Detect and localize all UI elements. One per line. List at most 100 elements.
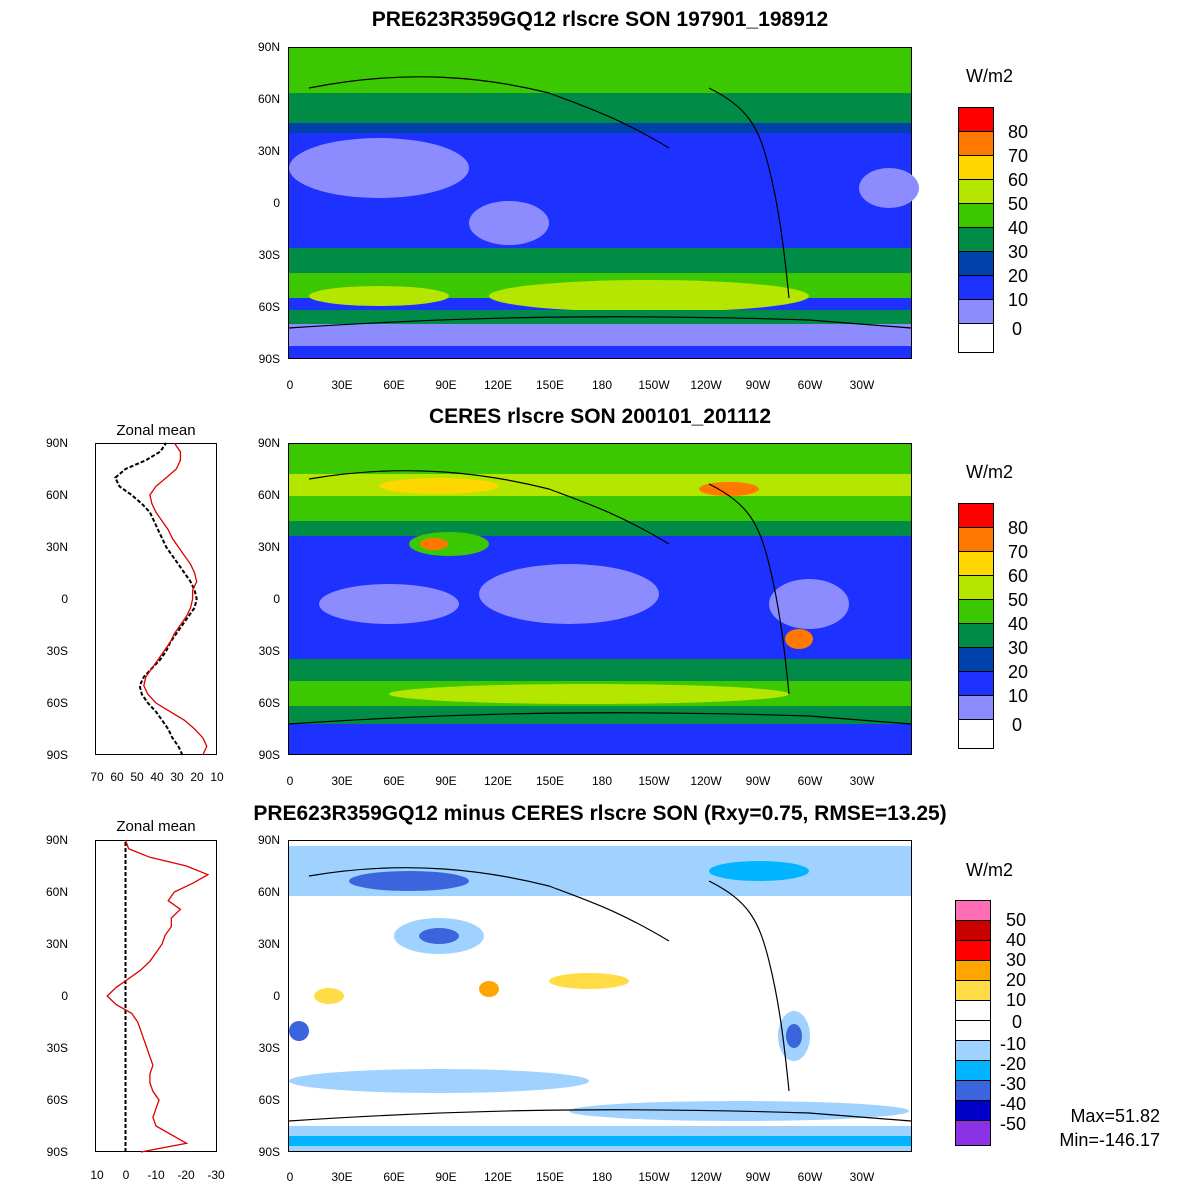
p2-lat-90S: 90S (258, 748, 280, 762)
zonal-mean-2-plot (95, 839, 217, 1153)
p3-legend-label: -50 (1000, 1114, 1027, 1134)
p1-lon-60W: 60W (797, 378, 823, 392)
p2-legend-swatch (958, 719, 994, 749)
p3-lon-180: 180 (591, 1170, 613, 1184)
p2-lon-60E: 60E (383, 774, 405, 788)
p1-unit: W/m2 (966, 66, 1013, 86)
p2-legend-label: 40 (1008, 614, 1029, 634)
p1-lon-120E: 120E (483, 378, 513, 392)
p1-legend-label: 10 (1008, 290, 1029, 310)
zonal-mean-1-title: Zonal mean (116, 422, 196, 439)
p3-lon-90E: 90E (435, 1170, 457, 1184)
p3-legend-swatch (955, 1100, 991, 1121)
p2-lon-150E: 150E (535, 774, 565, 788)
p1-legend-swatch (958, 275, 994, 300)
p2-lat-30N: 30N (257, 540, 280, 554)
p3-lon-30W: 30W (849, 1170, 875, 1184)
p1-lon-90W: 90W (745, 378, 771, 392)
panel-2-map-field (288, 444, 912, 754)
p3-legend-label: 40 (1006, 930, 1027, 950)
p3-legend-label: 0 (1012, 1012, 1023, 1032)
p1-lon-120W: 120W (690, 378, 722, 392)
p2-legend-label: 60 (1008, 566, 1029, 586)
p2-legend-swatch (958, 527, 994, 552)
p2-legend-label: 70 (1008, 542, 1029, 562)
panel-2-title: CERES rlscre SON 200101_201112 (428, 405, 772, 428)
zm1-lat-0: 0 (61, 592, 68, 606)
p3-lon-30E: 30E (331, 1170, 353, 1184)
p2-legend-swatch (958, 503, 994, 528)
zm2-lat-60N: 60N (45, 885, 68, 899)
panel-3-title: PRE623R359GQ12 minus CERES rlscre SON (R… (253, 802, 947, 825)
zm1-x-30: 30 (170, 770, 184, 784)
p1-legend-label: 20 (1008, 266, 1029, 286)
p3-legend-label: 50 (1006, 910, 1027, 930)
zm1-x-10: 10 (210, 770, 224, 784)
p2-lat-60S: 60S (258, 696, 280, 710)
zm1-x-20: 20 (190, 770, 204, 784)
panel-1-title: PRE623R359GQ12 rlscre SON 197901_198912 (371, 8, 829, 31)
p3-lat-60S: 60S (258, 1093, 280, 1107)
zm1-lat-60N: 60N (45, 488, 68, 502)
panel-3-map-field (288, 841, 912, 1151)
p3-lat-30S: 30S (258, 1041, 280, 1055)
p3-legend-swatch (955, 1040, 991, 1061)
p2-legend-swatch (958, 671, 994, 696)
zonal-mean-2-series-1-line (106, 839, 210, 1153)
p1-lon-180: 180 (591, 378, 613, 392)
zm1-x-50: 50 (130, 770, 144, 784)
p3-lon-150W: 150W (638, 1170, 670, 1184)
p1-lon-150E: 150E (535, 378, 565, 392)
zm2-lat-90N: 90N (45, 833, 68, 847)
p1-legend-swatch (958, 323, 994, 353)
p2-legend-label: 0 (1012, 715, 1023, 735)
zm2-lat-90S: 90S (46, 1145, 68, 1159)
p1-lat-0: 0 (273, 196, 280, 210)
zm2-x-neg10: -10 (147, 1168, 165, 1182)
panel-1-map (288, 47, 919, 359)
zm1-lat-90S: 90S (46, 748, 68, 762)
p1-lat-90N: 90N (257, 40, 280, 54)
zm1-x-60: 60 (110, 770, 124, 784)
p3-legend-swatch (955, 1120, 991, 1146)
p2-legend (958, 503, 994, 749)
p1-legend-swatch (958, 155, 994, 180)
zm2-x-neg20: -20 (177, 1168, 195, 1182)
p2-lon-30E: 30E (331, 774, 353, 788)
p1-lon-150W: 150W (638, 378, 670, 392)
p3-lon-90W: 90W (745, 1170, 771, 1184)
zonal-mean-1-series-1-line (143, 442, 208, 756)
p3-legend-swatch (955, 920, 991, 941)
p1-lat-30N: 30N (257, 144, 280, 158)
zm2-x-10: 10 (90, 1168, 104, 1182)
zm2-lat-30S: 30S (46, 1041, 68, 1055)
p1-legend-swatch (958, 299, 994, 324)
p3-legend-swatch (955, 1000, 991, 1021)
p3-legend-swatch (955, 900, 991, 921)
zm2-x-0: 0 (122, 1168, 130, 1182)
p3-legend-label: 30 (1006, 950, 1027, 970)
p3-lon-60E: 60E (383, 1170, 405, 1184)
p2-lon-150W: 150W (638, 774, 670, 788)
p1-legend-label: 30 (1008, 242, 1029, 262)
zm2-lat-60S: 60S (46, 1093, 68, 1107)
p1-legend-label: 80 (1008, 122, 1029, 142)
p1-legend-swatch (958, 251, 994, 276)
p3-legend-label: 20 (1006, 970, 1027, 990)
p2-legend-label: 20 (1008, 662, 1029, 682)
p2-lat-90N: 90N (257, 436, 280, 450)
p2-legend-swatch (958, 575, 994, 600)
p2-legend-label: 30 (1008, 638, 1029, 658)
p1-legend-label: 50 (1008, 194, 1029, 214)
p3-lat-90S: 90S (258, 1145, 280, 1159)
p2-lat-30S: 30S (258, 644, 280, 658)
max-stat: Max=51.82 (1070, 1106, 1160, 1126)
zm1-lat-60S: 60S (46, 696, 68, 710)
zonal-mean-1-plot (95, 442, 217, 756)
p2-legend-swatch (958, 623, 994, 648)
p3-unit: W/m2 (966, 860, 1013, 880)
p2-lon-90E: 90E (435, 774, 457, 788)
p1-legend-swatch (958, 179, 994, 204)
p1-lon-90E: 90E (435, 378, 457, 392)
p3-lon-0: 0 (286, 1170, 294, 1184)
